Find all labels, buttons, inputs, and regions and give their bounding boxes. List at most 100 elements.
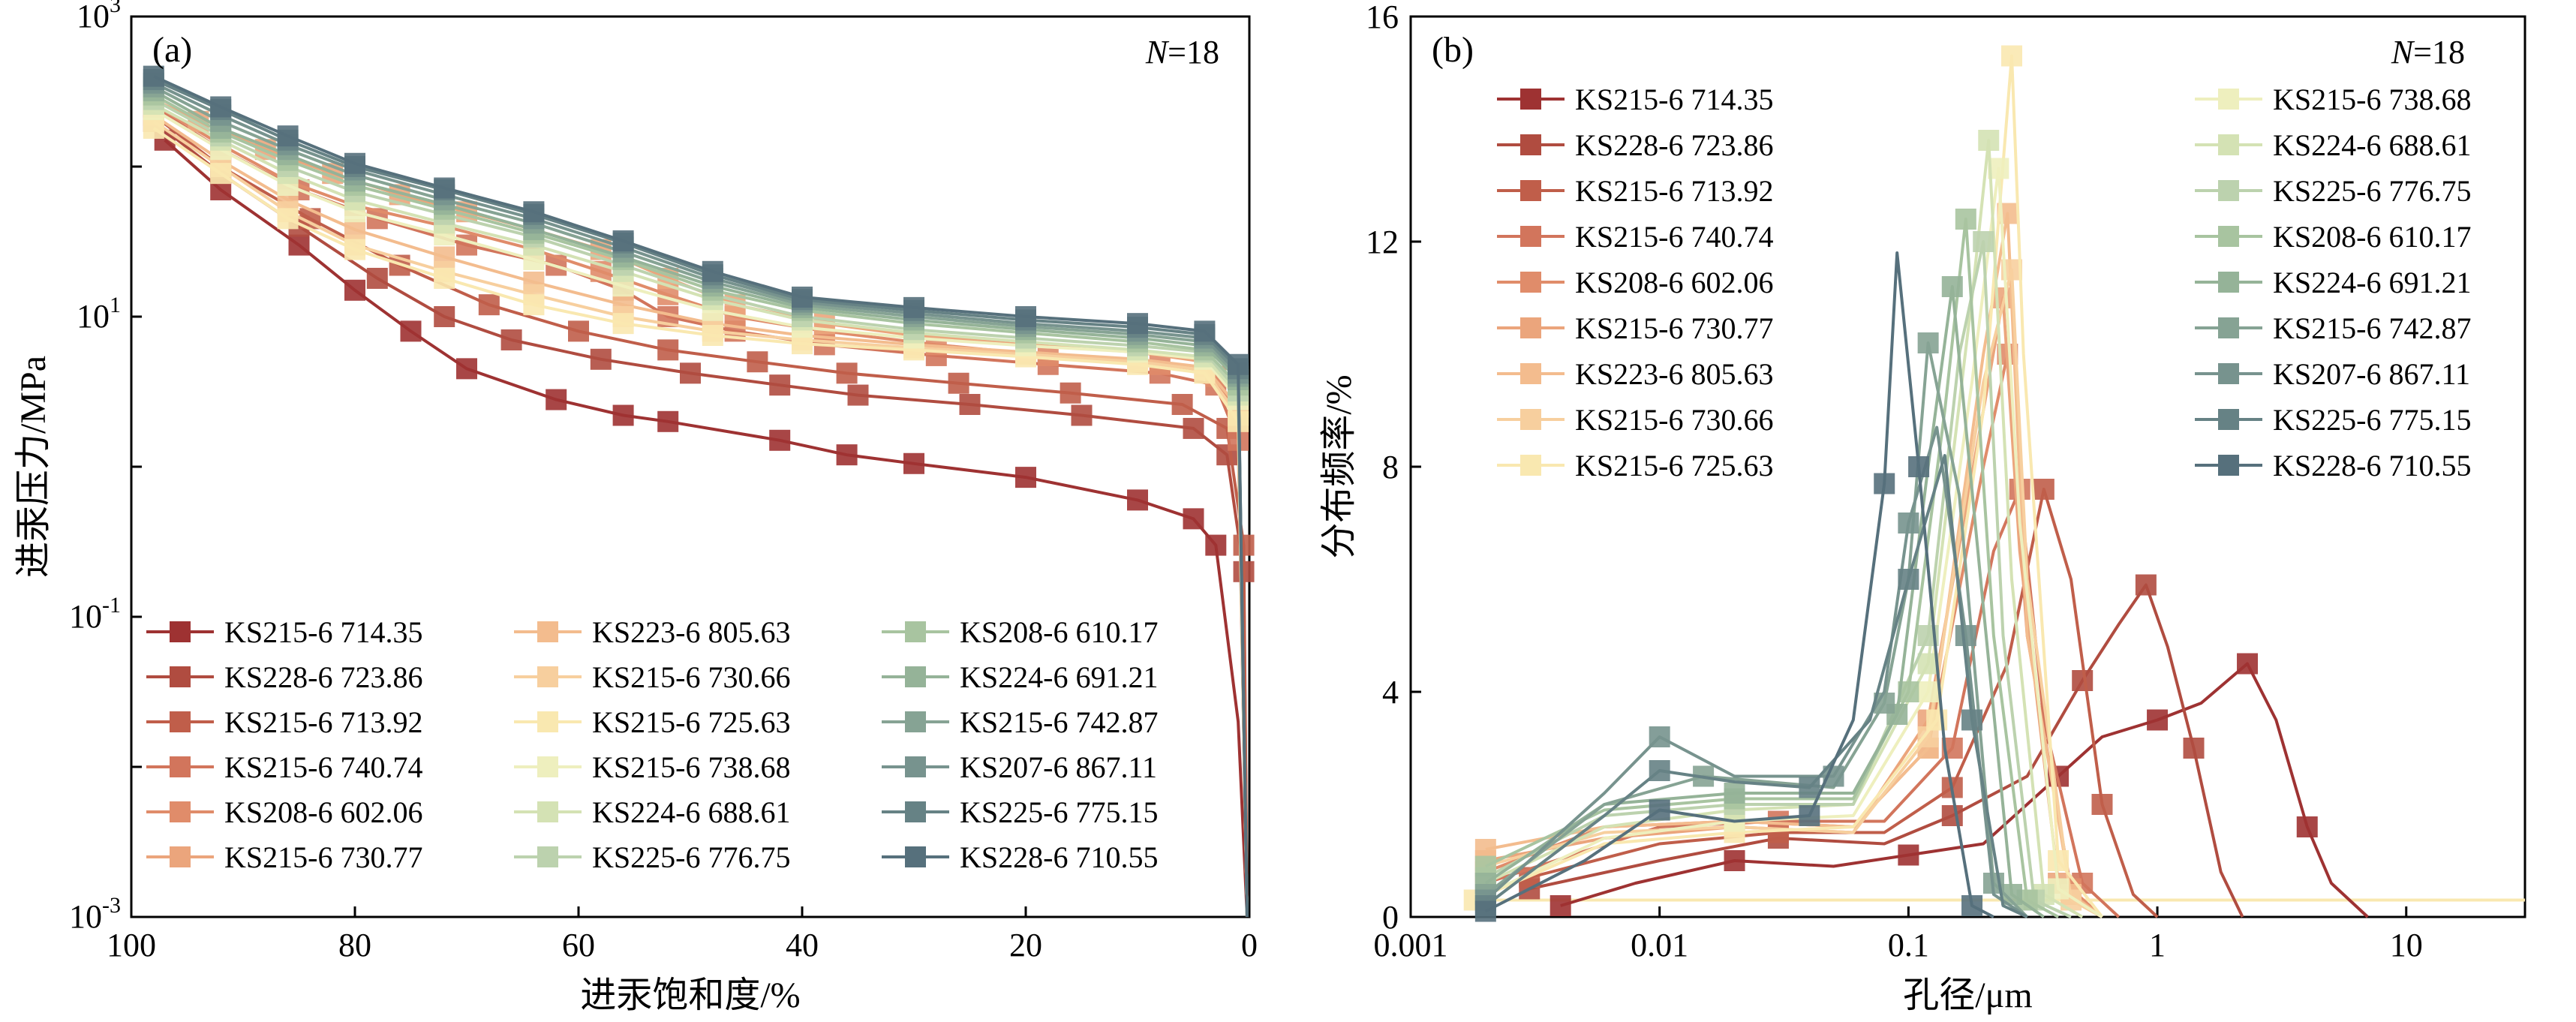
y-axis-label: 进汞压力/MPa (14, 356, 53, 578)
legend-entry: KS207-6 867.11 (960, 750, 1157, 784)
x-tick-label: 0.01 (1631, 927, 1688, 963)
legend-entry: KS215-6 713.92 (224, 705, 422, 739)
data-point (1799, 777, 1820, 798)
legend-marker (537, 756, 558, 777)
legend-marker (2218, 180, 2239, 201)
legend-entry: KS215-6 742.87 (960, 705, 1158, 739)
data-point (792, 286, 813, 308)
legend-marker (905, 621, 926, 642)
data-point (702, 324, 723, 346)
legend-entry: KS224-6 691.21 (960, 660, 1158, 694)
x-tick-label: 60 (562, 927, 595, 963)
data-point (702, 260, 723, 282)
data-point (1183, 508, 1204, 530)
data-point (344, 279, 365, 301)
data-point (1941, 805, 1963, 826)
legend-entry: KS224-6 688.61 (592, 795, 790, 829)
legend-marker (905, 801, 926, 822)
legend-marker (170, 711, 191, 732)
legend-marker (1520, 89, 1541, 110)
series-line (1560, 662, 2369, 918)
data-point (568, 320, 589, 342)
data-point (2135, 574, 2157, 596)
data-point (1978, 130, 2000, 151)
data-point (657, 339, 679, 361)
data-point (1205, 534, 1227, 556)
y-tick-label: 8 (1382, 449, 1399, 485)
legend-marker (2218, 363, 2239, 384)
data-point (747, 351, 768, 373)
series-line (152, 78, 1249, 918)
y-tick-label: 10-3 (69, 893, 121, 935)
y-tick-label: 101 (77, 293, 121, 335)
legend-marker (1520, 272, 1541, 293)
data-point (1973, 231, 1994, 252)
data-point (1649, 799, 1670, 821)
legend-marker (905, 846, 926, 867)
data-point (2001, 45, 2023, 67)
legend-entry: KS215-6 740.74 (1575, 220, 1773, 254)
legend-marker (2218, 455, 2239, 476)
series-line (152, 120, 1249, 918)
data-point (836, 444, 858, 466)
data-point (1724, 783, 1745, 804)
legend-marker (170, 846, 191, 867)
legend-entry: KS228-6 710.55 (960, 840, 1158, 874)
legend-entry: KS223-6 805.63 (1575, 357, 1773, 391)
data-point (1194, 320, 1216, 342)
legend-entry: KS215-6 714.35 (224, 615, 422, 649)
y-tick-label: 103 (77, 0, 121, 35)
data-point (847, 384, 869, 406)
data-point (1955, 209, 1976, 230)
data-point (434, 267, 455, 289)
data-point (500, 329, 522, 350)
legend-entry: KS225-6 776.75 (592, 840, 790, 874)
x-tick-label: 0.001 (1374, 927, 1448, 963)
x-axis-label: 进汞饱和度/% (580, 975, 800, 1015)
data-point (612, 230, 634, 251)
legend-marker (537, 666, 558, 687)
legend-marker (537, 846, 558, 867)
x-tick-label: 0.1 (1888, 927, 1929, 963)
legend-entry: KS228-6 710.55 (2273, 449, 2471, 482)
legend-entry: KS224-6 688.61 (2273, 128, 2471, 162)
legend-entry: KS215-6 738.68 (2273, 83, 2471, 116)
data-point (210, 163, 232, 185)
data-point (1961, 895, 1983, 916)
data-point (948, 372, 969, 394)
panel-label: (b) (1432, 30, 1474, 70)
legend-entry: KS208-6 602.06 (1575, 266, 1773, 299)
data-point (1127, 489, 1148, 511)
data-point (1799, 805, 1820, 826)
legend-marker (1520, 180, 1541, 201)
data-point (2091, 794, 2113, 815)
legend-marker (905, 711, 926, 732)
data-point (366, 267, 388, 289)
data-point (523, 201, 545, 223)
data-point (1941, 276, 1963, 297)
series-line (1484, 167, 2103, 918)
chart-panel-a: 100 80 60 40 20 0 10-3 10-1 101 103 (a) N=18 进汞饱和度/%… (14, 0, 1258, 1015)
legend-marker (2218, 317, 2239, 338)
data-point (1917, 332, 1939, 353)
data-point (2147, 709, 2169, 731)
series-line (1484, 285, 2045, 918)
annotation-n: N=18 (2391, 34, 2465, 71)
data-point (959, 394, 981, 416)
data-point (1183, 417, 1204, 439)
legend-entry: KS215-6 713.92 (1575, 174, 1773, 208)
x-tick-label: 0 (1241, 927, 1258, 963)
legend-entry: KS215-6 730.66 (1575, 403, 1773, 437)
legend-marker (170, 801, 191, 822)
data-point (546, 389, 567, 410)
data-point (456, 358, 477, 380)
series-line (1528, 583, 2244, 918)
legend-marker (170, 666, 191, 687)
x-tick-label: 10 (2390, 927, 2423, 963)
legend-entry: KS215-6 730.77 (224, 840, 422, 874)
series-line (1484, 341, 2029, 918)
legend-entry: KS228-6 723.86 (224, 660, 422, 694)
data-point (143, 65, 164, 87)
data-point (210, 96, 232, 118)
data-point (769, 374, 791, 396)
